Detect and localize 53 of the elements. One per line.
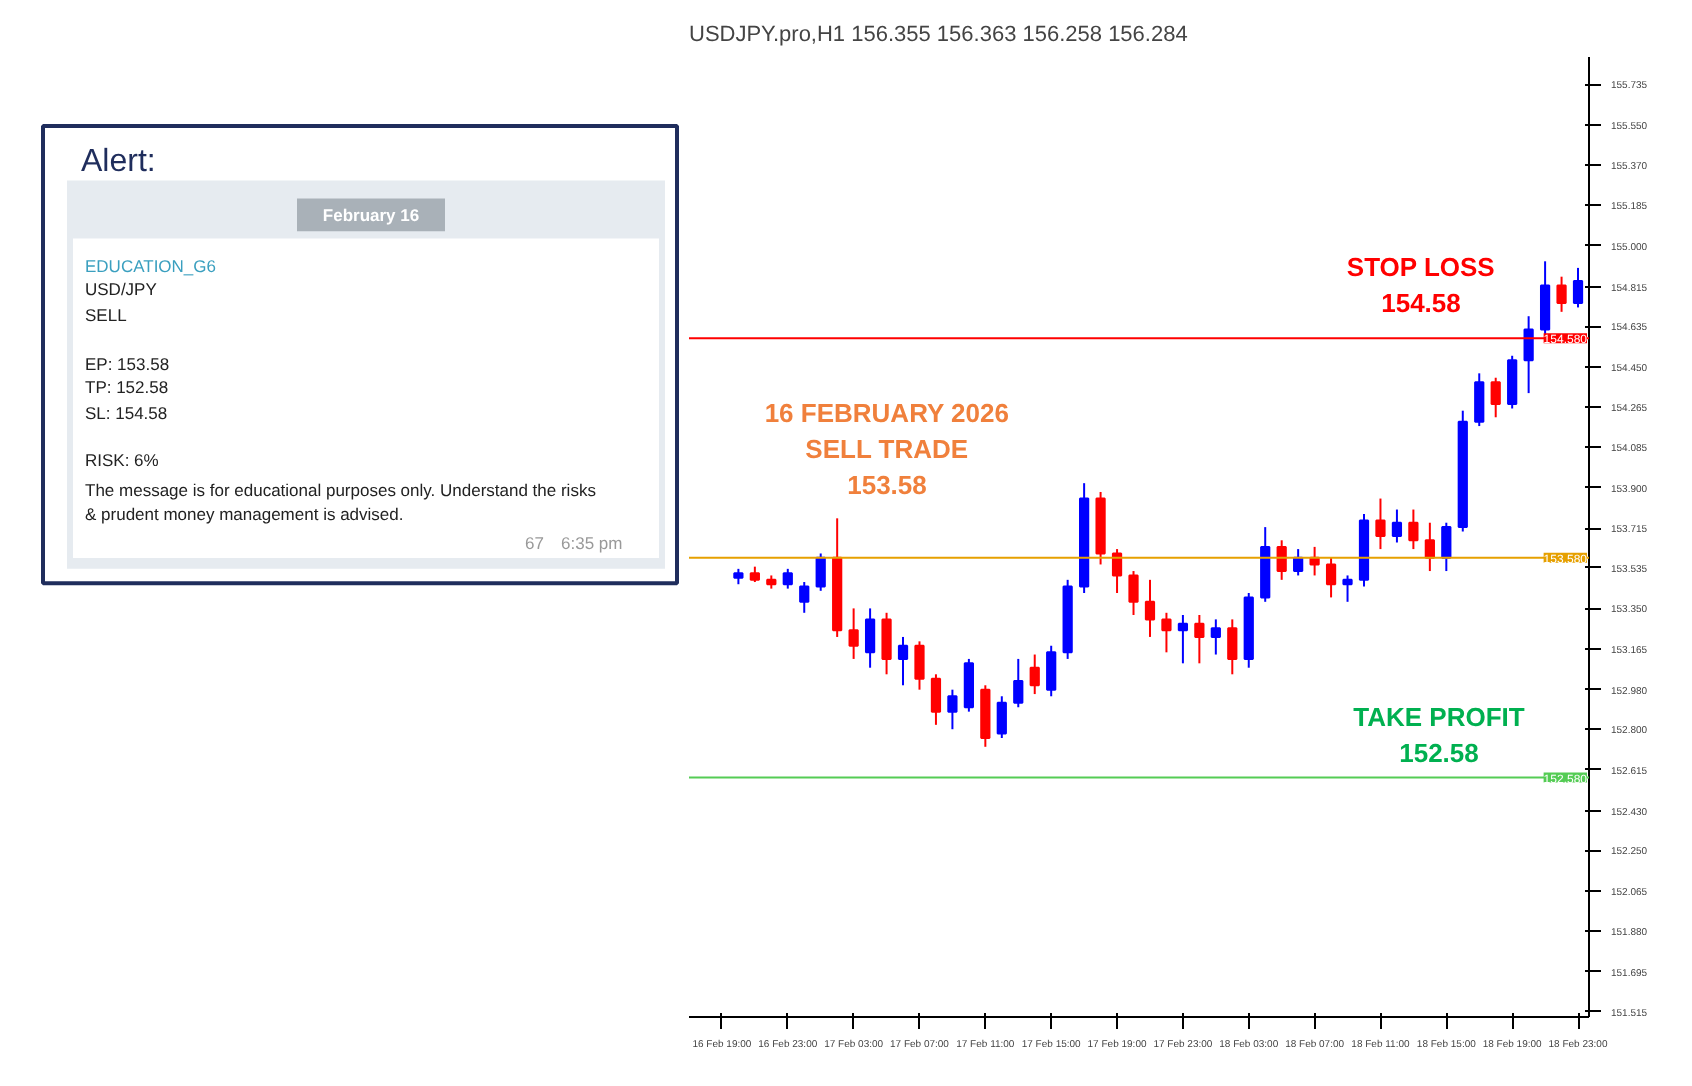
annotation: 16 FEBRUARY 2026 SELL TRADE 153.58 [764, 398, 1009, 500]
candlestick [1194, 613, 1205, 665]
text: The message is for educational purposes only. Understand the risks & prudent money management is advised. [85, 479, 596, 524]
text: RISK: 6% [85, 449, 160, 470]
candlestick [864, 607, 876, 669]
annotation: TAKE PROFIT 152.58 [1353, 702, 1525, 768]
candlestick [1424, 521, 1435, 573]
candlestick [1523, 315, 1534, 395]
candlestick [1441, 521, 1452, 573]
text: USD/JPY [85, 279, 158, 300]
candlestick [1375, 497, 1386, 551]
candlestick [947, 688, 958, 731]
candlestick [815, 552, 826, 592]
annotation: STOP LOSS 154.58 [1346, 252, 1496, 318]
candlestick [881, 611, 892, 676]
candlestick [1342, 574, 1353, 603]
candlestick [848, 607, 859, 660]
candlestick [1013, 657, 1024, 709]
candlestick [930, 673, 942, 726]
candlestick [1325, 556, 1337, 599]
text: February 16 [322, 204, 420, 225]
candlestick [1046, 644, 1057, 698]
candlestick [1507, 354, 1518, 410]
candlestick [996, 695, 1007, 740]
candlestick [1128, 570, 1139, 616]
candlestick [1029, 653, 1040, 696]
candlestick [1210, 618, 1221, 656]
text: 6:35 pm [561, 533, 623, 554]
candlestick [1111, 548, 1123, 595]
candlestick [1391, 508, 1403, 544]
chart-title: USDJPY.pro,H1 156.355 156.363 156.258 156.284 [689, 23, 1188, 47]
candlestick [963, 657, 974, 713]
text: Alert: [81, 145, 156, 180]
text: SL: 154.58 [85, 402, 168, 423]
candlestick [1276, 539, 1287, 581]
text: SELL [85, 304, 128, 325]
candlestick [897, 635, 909, 687]
candlestick [1161, 611, 1172, 654]
text: TP: 152.58 [85, 377, 169, 398]
candlestick [1408, 508, 1419, 551]
candlestick [1556, 275, 1567, 313]
candlestick [799, 581, 810, 614]
candlestick [1227, 618, 1238, 676]
candlestick [914, 640, 925, 691]
text: 67 [525, 533, 545, 554]
text: EDUCATION_G6 [85, 255, 217, 276]
candlestick [1490, 376, 1501, 419]
candlestick [1177, 613, 1189, 665]
candlestick [1144, 578, 1156, 638]
candlestick [782, 567, 793, 590]
text: EP: 153.58 [85, 353, 170, 374]
candlestick [1572, 266, 1584, 309]
candlestick [1474, 372, 1485, 428]
